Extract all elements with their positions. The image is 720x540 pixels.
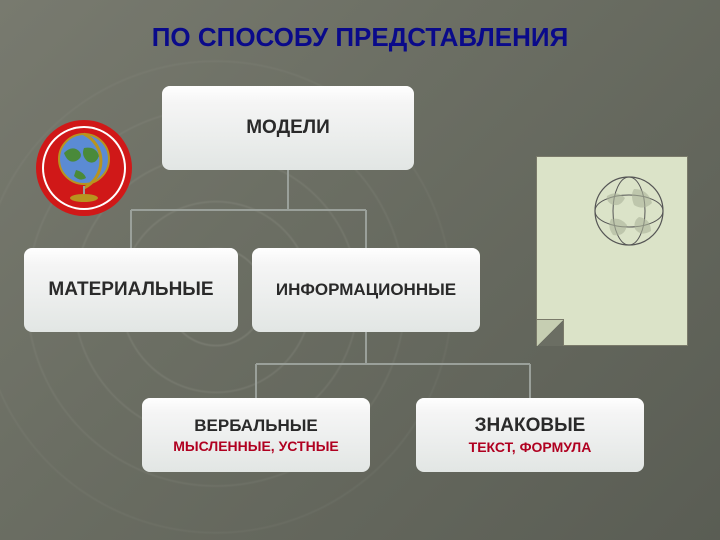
node-informational-label: ИНФОРМАЦИОННЫЕ xyxy=(276,280,456,300)
node-verbal-label: ВЕРБАЛЬНЫЕ xyxy=(194,416,317,436)
node-material: МАТЕРИАЛЬНЫЕ xyxy=(24,248,238,332)
node-root: МОДЕЛИ xyxy=(162,86,414,170)
node-sign: ЗНАКОВЫЕ ТЕКСТ, ФОРМУЛА xyxy=(416,398,644,472)
paper-note xyxy=(536,156,688,346)
node-sign-label: ЗНАКОВЫЕ xyxy=(475,415,586,437)
node-sign-sub: ТЕКСТ, ФОРМУЛА xyxy=(469,439,592,455)
node-verbal: ВЕРБАЛЬНЫЕ МЫСЛЕННЫЕ, УСТНЫЕ xyxy=(142,398,370,472)
node-material-label: МАТЕРИАЛЬНЫЕ xyxy=(48,279,213,301)
node-verbal-sub: МЫСЛЕННЫЕ, УСТНЫЕ xyxy=(173,438,339,454)
globe-icon xyxy=(34,118,134,218)
node-informational: ИНФОРМАЦИОННЫЕ xyxy=(252,248,480,332)
globe-outline-icon xyxy=(589,171,669,251)
node-root-label: МОДЕЛИ xyxy=(246,117,330,139)
